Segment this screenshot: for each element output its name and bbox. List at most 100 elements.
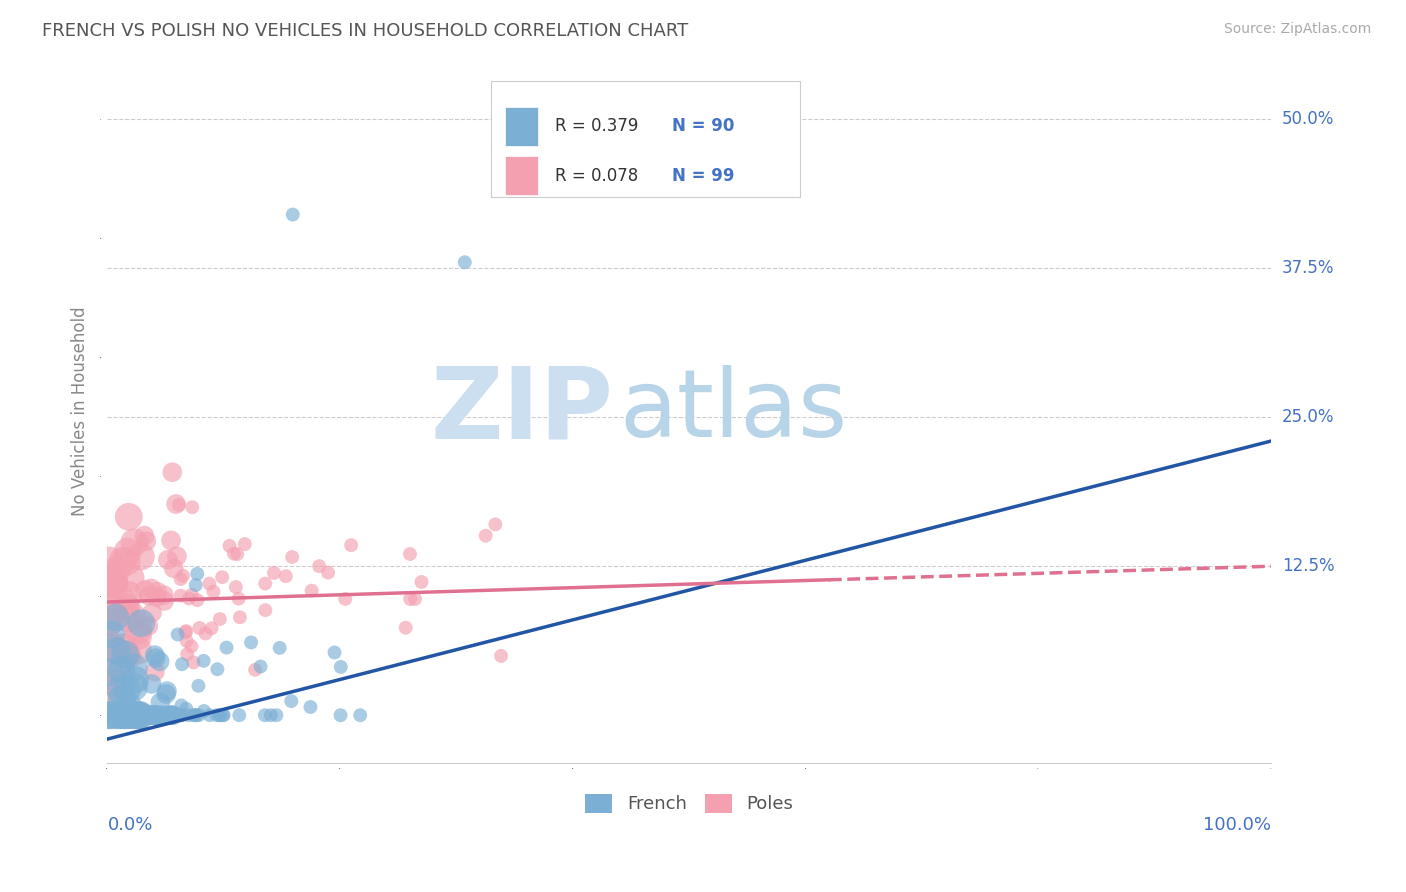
Point [135, 534, 157, 549]
Point [162, 465, 184, 479]
Point [160, 533, 183, 548]
Point [145, 708, 167, 723]
Point [159, 708, 181, 723]
Point [111, 663, 134, 677]
Text: 25.0%: 25.0% [1282, 409, 1334, 426]
Point [146, 584, 169, 599]
Text: 50.0%: 50.0% [1282, 111, 1334, 128]
Point [110, 708, 132, 723]
Point [170, 708, 193, 723]
Point [254, 576, 277, 591]
Point [263, 566, 285, 580]
Point [177, 591, 200, 606]
Point [149, 695, 172, 709]
Point [474, 529, 496, 543]
Point [254, 603, 277, 617]
Point [103, 599, 125, 614]
Point [122, 708, 145, 723]
Point [98, 708, 121, 723]
Point [329, 708, 352, 723]
Point [115, 682, 138, 697]
Point [225, 580, 247, 594]
Point [170, 708, 193, 723]
Point [274, 569, 297, 583]
Point [167, 498, 190, 512]
Point [156, 552, 179, 566]
Point [124, 535, 146, 549]
Point [228, 708, 250, 723]
Point [101, 640, 124, 654]
Point [117, 698, 139, 713]
Point [281, 549, 304, 564]
Point [269, 640, 291, 655]
Point [100, 627, 122, 641]
Point [399, 592, 422, 607]
Text: atlas: atlas [620, 365, 848, 458]
Point [111, 692, 134, 706]
Point [129, 549, 152, 564]
Point [155, 708, 177, 723]
Point [103, 675, 125, 690]
Point [97, 615, 120, 630]
Point [110, 682, 132, 697]
Point [215, 640, 238, 655]
Point [143, 708, 166, 723]
Point [183, 656, 205, 670]
Point [349, 708, 371, 723]
Point [114, 708, 136, 723]
Point [134, 582, 156, 597]
Bar [505, 156, 538, 195]
Point [136, 708, 159, 723]
Point [186, 593, 208, 607]
Point [143, 708, 166, 723]
Point [169, 708, 191, 723]
Point [128, 708, 150, 723]
Point [208, 612, 231, 626]
Point [127, 643, 149, 657]
Point [112, 708, 135, 723]
Point [141, 582, 163, 596]
Point [127, 708, 149, 723]
Text: FRENCH VS POLISH NO VEHICLES IN HOUSEHOLD CORRELATION CHART: FRENCH VS POLISH NO VEHICLES IN HOUSEHOL… [42, 22, 689, 40]
Point [207, 662, 229, 676]
Point [308, 559, 330, 574]
Point [149, 654, 172, 668]
Point [138, 589, 160, 603]
Point [212, 708, 235, 723]
Point [118, 588, 141, 602]
Text: 0.0%: 0.0% [107, 815, 153, 834]
Point [281, 208, 304, 222]
Point [141, 708, 163, 723]
Text: Source: ZipAtlas.com: Source: ZipAtlas.com [1223, 22, 1371, 37]
Point [198, 708, 221, 723]
Point [117, 648, 139, 663]
Point [97, 578, 120, 592]
Text: R = 0.078: R = 0.078 [555, 167, 638, 185]
Point [103, 576, 125, 591]
Text: N = 99: N = 99 [672, 167, 734, 185]
Point [121, 609, 143, 624]
Point [108, 708, 131, 723]
Point [193, 654, 215, 668]
Point [299, 700, 322, 714]
Point [165, 497, 187, 511]
Point [202, 584, 225, 599]
Point [156, 684, 179, 698]
Point [103, 575, 125, 590]
Point [243, 663, 266, 677]
Point [194, 626, 217, 640]
Point [153, 588, 176, 602]
Point [399, 547, 422, 561]
Point [260, 708, 283, 723]
Point [111, 554, 134, 568]
Point [266, 708, 288, 723]
Point [114, 708, 136, 723]
Point [177, 708, 200, 723]
Point [222, 547, 245, 561]
Point [163, 561, 186, 575]
Y-axis label: No Vehicles in Household: No Vehicles in Household [72, 307, 89, 516]
Text: 12.5%: 12.5% [1282, 558, 1334, 575]
Point [139, 708, 162, 723]
Point [143, 648, 166, 662]
Point [127, 629, 149, 643]
